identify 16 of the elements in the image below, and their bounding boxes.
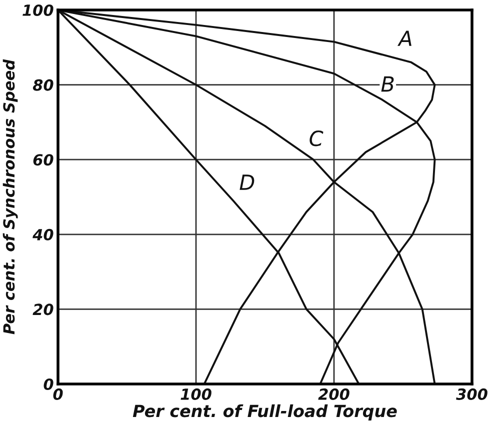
y-tick-label: 60 xyxy=(33,154,54,166)
x-tick-label: 300 xyxy=(456,388,488,400)
x-tick-label: 100 xyxy=(180,388,212,400)
y-tick-label: 40 xyxy=(32,228,54,240)
series-label: A xyxy=(397,30,412,46)
x-tick-label: 0 xyxy=(53,388,63,400)
y-tick-label: 100 xyxy=(22,4,54,16)
series-label: D xyxy=(240,174,254,190)
series-label: B xyxy=(381,76,394,92)
y-tick-label: 0 xyxy=(44,378,54,390)
series-label: C xyxy=(310,130,324,146)
x-axis-title: Per cent. of Full-load Torque xyxy=(132,404,397,420)
y-tick-label: 80 xyxy=(32,79,54,91)
x-tick-label: 200 xyxy=(318,388,350,400)
y-axis-title: Per cent. of Synchronous Speed xyxy=(2,59,18,334)
y-tick-label: 20 xyxy=(32,304,54,316)
